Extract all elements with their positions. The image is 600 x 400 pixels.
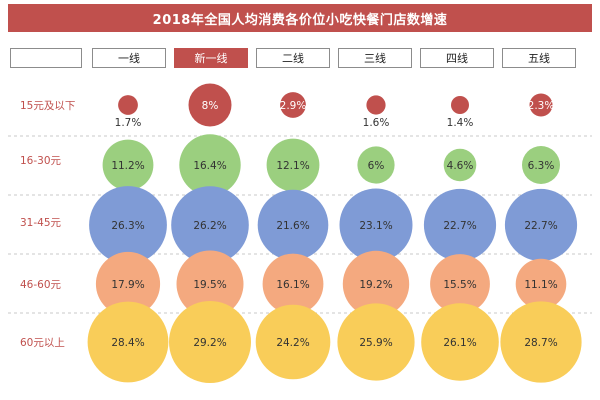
bubble-value-label: 22.7% — [443, 220, 476, 232]
bubble-value-label: 28.7% — [524, 337, 557, 349]
bubble — [280, 92, 306, 118]
bubble — [522, 146, 560, 184]
chart-title: 2018年全国人均消费各价位小吃快餐门店数增速 — [8, 4, 592, 32]
bubble-value-label: 12.1% — [276, 160, 309, 172]
column-header-new-tier1: 新一线 — [174, 48, 248, 68]
bubble — [443, 148, 477, 182]
bubble — [339, 188, 413, 262]
bubble-value-label: 19.5% — [193, 279, 226, 291]
row-label: 31-45元 — [20, 217, 62, 229]
bubble — [342, 250, 410, 318]
bubble-value-label: 23.1% — [359, 220, 392, 232]
bubble-value-label: 1.7% — [115, 117, 142, 129]
header-corner-cell — [10, 48, 82, 68]
bubble-value-label: 6.3% — [528, 160, 555, 172]
bubble — [423, 188, 497, 262]
bubble-value-label: 21.6% — [276, 220, 309, 232]
bubble-value-label: 28.4% — [111, 337, 144, 349]
column-header-tier2: 二线 — [256, 48, 330, 68]
bubble — [430, 254, 490, 314]
bubble-value-label: 6% — [368, 160, 385, 172]
bubble — [188, 83, 232, 127]
bubble-value-label: 16.4% — [193, 160, 226, 172]
bubble — [515, 258, 567, 310]
bubble — [171, 186, 249, 264]
bubble-value-label: 1.6% — [363, 117, 390, 129]
bubble — [262, 253, 324, 315]
bubble-value-label: 26.1% — [443, 337, 476, 349]
column-header-tier3: 三线 — [338, 48, 412, 68]
row-label: 15元及以下 — [20, 100, 75, 112]
bubble-value-label: 17.9% — [111, 279, 144, 291]
bubble-value-label: 2.9% — [280, 100, 307, 112]
bubble-value-label: 11.2% — [111, 160, 144, 172]
column-header-tier5: 五线 — [502, 48, 576, 68]
bubble — [87, 301, 169, 383]
column-header-tier4: 四线 — [420, 48, 494, 68]
bubble-value-label: 2.3% — [528, 100, 555, 112]
bubble — [89, 186, 167, 264]
bubble — [529, 93, 553, 117]
column-header-tier1: 一线 — [92, 48, 166, 68]
bubble-value-label: 22.7% — [524, 220, 557, 232]
bubble-value-label: 25.9% — [359, 337, 392, 349]
bubble — [421, 303, 499, 381]
bubble — [118, 95, 138, 115]
row-label: 46-60元 — [20, 279, 62, 291]
bubble — [451, 96, 469, 114]
bubble — [102, 139, 154, 191]
row-label: 16-30元 — [20, 155, 62, 167]
bubble — [179, 134, 241, 196]
bubble — [504, 188, 578, 262]
bubble-value-label: 29.2% — [193, 337, 226, 349]
bubble-value-label: 26.2% — [193, 220, 226, 232]
bubble-value-label: 8% — [202, 100, 219, 112]
bubble-value-label: 15.5% — [443, 279, 476, 291]
bubble-value-label: 26.3% — [111, 220, 144, 232]
bubble — [366, 95, 386, 115]
row-label: 60元以上 — [20, 337, 65, 349]
bubble-value-label: 24.2% — [276, 337, 309, 349]
bubble-value-label: 16.1% — [276, 279, 309, 291]
bubble — [255, 304, 331, 380]
bubble — [266, 138, 320, 192]
bubble — [257, 189, 329, 261]
bubble — [337, 303, 415, 381]
bubble — [357, 146, 395, 184]
bubble-value-label: 4.6% — [447, 160, 474, 172]
bubble-value-label: 11.1% — [524, 279, 557, 291]
bubble — [176, 250, 244, 318]
bubble — [500, 301, 582, 383]
bubble-value-label: 1.4% — [447, 117, 474, 129]
bubble — [169, 301, 251, 383]
bubble-value-label: 19.2% — [359, 279, 392, 291]
bubble — [95, 251, 161, 317]
